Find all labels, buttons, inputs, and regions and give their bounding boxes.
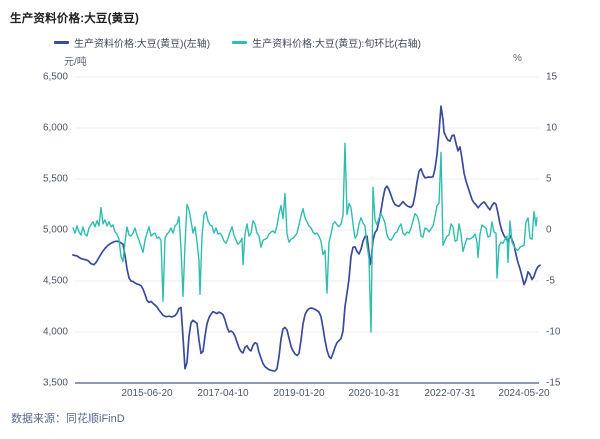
y-axis-left-tick: 4,000 <box>42 326 68 338</box>
price-series-line-icon <box>54 41 69 44</box>
y-axis-left-tick: 6,500 <box>42 71 68 83</box>
y-axis-right-tick: 0 <box>546 224 552 236</box>
y-axis-left-tick: 6,000 <box>42 122 68 134</box>
y-axis-right-tick: -15 <box>546 377 561 389</box>
pct-series-line-icon <box>232 41 248 44</box>
y-axis-right-tick: 10 <box>546 122 558 134</box>
x-axis-tick: 2019-01-20 <box>273 388 325 399</box>
price-line-series <box>72 105 541 372</box>
x-axis-tick: 2020-10-31 <box>348 388 400 399</box>
data-source-text: 数据来源：同花顺iFinD <box>11 413 125 425</box>
page-title: 生产资料价格:大豆(黄豆) <box>10 13 140 25</box>
x-axis-tick: 2015-06-20 <box>121 388 173 399</box>
legend-label-price: 生产资料价格:大豆(黄豆)(左轴) <box>74 39 211 50</box>
legend-item-pct[interactable]: 生产资料价格:大豆(黄豆):旬环比(右轴) <box>232 35 421 50</box>
y-axis-left-tick: 3,500 <box>42 377 68 389</box>
y-axis-left-tick: 5,000 <box>42 224 68 236</box>
legend-item-price[interactable]: 生产资料价格:大豆(黄豆)(左轴) <box>54 35 210 50</box>
y-axis-right-tick: -10 <box>546 326 561 338</box>
y-axis-left-tick: 5,500 <box>42 173 68 185</box>
legend-label-pct: 生产资料价格:大豆(黄豆):旬环比(右轴) <box>252 39 421 50</box>
y-axis-left-tick: 4,500 <box>42 275 68 287</box>
x-axis-tick: 2022-07-31 <box>424 388 476 399</box>
x-axis-tick: 2017-04-10 <box>197 388 249 399</box>
y-axis-right-tick: 15 <box>546 71 558 83</box>
left-axis-unit: 元/吨 <box>64 57 87 68</box>
y-axis-right-tick: -5 <box>546 275 555 287</box>
y-axis-right-tick: 5 <box>546 173 552 185</box>
x-axis-tick: 2024-05-20 <box>498 388 550 399</box>
right-axis-unit: % <box>513 53 522 64</box>
pct-change-line-series <box>72 142 538 333</box>
legend: 生产资料价格:大豆(黄豆)(左轴) 生产资料价格:大豆(黄豆):旬环比(右轴) <box>54 35 421 50</box>
